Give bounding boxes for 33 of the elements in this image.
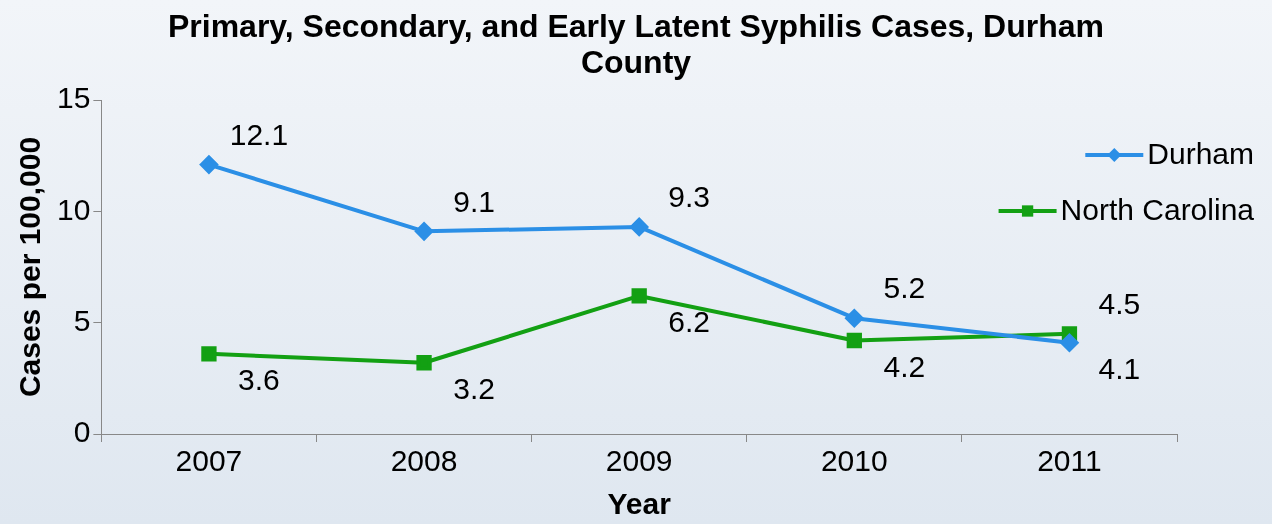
point — [1060, 333, 1079, 352]
legend-label: North Carolina — [1060, 193, 1255, 227]
legend-label: Durham — [1147, 137, 1254, 171]
x-tick-label: 2011 — [1037, 444, 1102, 478]
x-tick-label: 2007 — [175, 444, 243, 478]
data-label: 9.1 — [453, 184, 495, 218]
x-tick-label: 2010 — [820, 444, 888, 478]
point — [631, 288, 647, 304]
data-label: 6.2 — [668, 305, 711, 339]
y-axis-title: Cases per 100,000 — [13, 136, 47, 398]
point — [845, 309, 864, 328]
point — [415, 222, 434, 241]
point — [630, 217, 649, 236]
x-tick-label: 2008 — [390, 444, 458, 478]
point — [416, 355, 432, 371]
x-axis-title: Year — [607, 487, 672, 521]
data-label: 12.1 — [229, 117, 289, 151]
point — [846, 332, 862, 349]
data-label: 4.5 — [1098, 287, 1141, 321]
chart-title: Primary, Secondary, and Early Latent Syphilis Cases, Durham County — [166, 8, 1105, 80]
point — [201, 346, 217, 362]
y-tick-label: 15 — [56, 81, 91, 115]
point — [199, 155, 218, 174]
data-label: 3.2 — [453, 372, 495, 406]
x-tick-label: 2009 — [605, 444, 673, 478]
data-label: 9.3 — [668, 180, 711, 214]
y-tick-label: 5 — [73, 303, 91, 337]
data-label: 4.2 — [883, 349, 926, 383]
data-label: 5.2 — [883, 271, 926, 305]
y-tick-label: 10 — [56, 192, 91, 226]
data-label: 3.6 — [238, 363, 280, 397]
data-label: 4.1 — [1098, 351, 1141, 385]
y-tick-label: 0 — [73, 415, 91, 449]
